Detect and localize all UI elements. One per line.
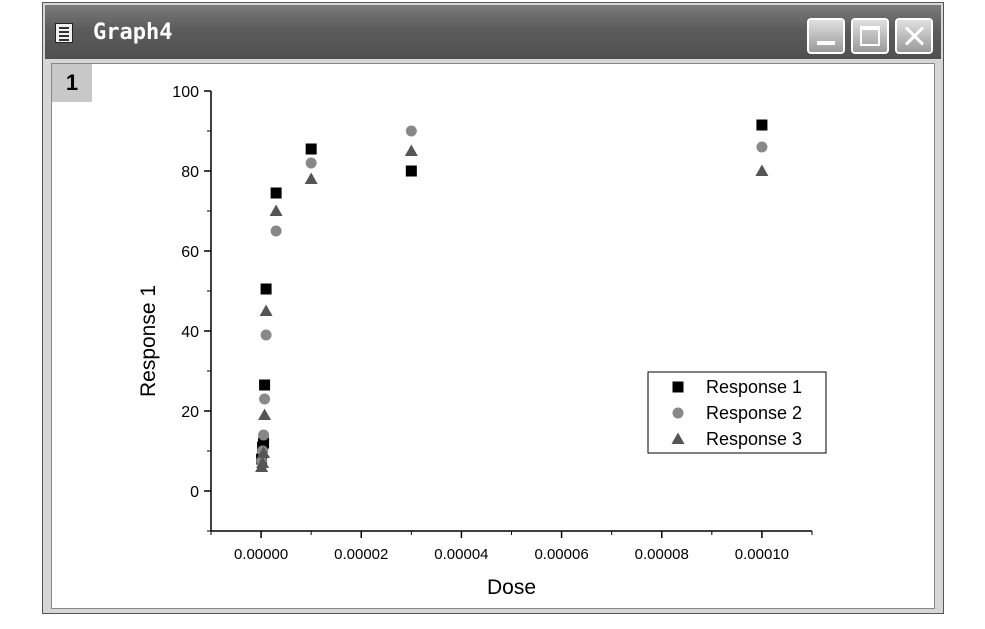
- legend-label: Response 1: [706, 377, 802, 397]
- x-tick-label: 0.00000: [234, 546, 288, 563]
- data-point: [755, 164, 769, 176]
- legend-label: Response 2: [706, 403, 802, 423]
- axes: 0 20 40 60 80 100 0.00000 0.00002 0.00004 0.00006…: [137, 84, 813, 599]
- data-point: [256, 456, 270, 468]
- data-point: [405, 165, 417, 177]
- data-point: [270, 225, 282, 237]
- graph-canvas[interactable]: 1 0 20 40 60 80 100 0.00000 0.00002 0.00004 0.000…: [51, 63, 935, 609]
- x-tick-label: 0.00006: [534, 546, 588, 563]
- data-point: [269, 204, 283, 216]
- legend-marker: [672, 407, 684, 419]
- data-point: [259, 379, 271, 391]
- graph-window: Graph4 1 0 20 40 60 80 100 0.00000 0.00002 0.000…: [42, 2, 944, 614]
- data-point: [260, 283, 272, 295]
- data-point: [258, 437, 270, 449]
- close-icon[interactable]: [895, 18, 933, 54]
- scatter-plot: 0 20 40 60 80 100 0.00000 0.00002 0.00004 0.00006…: [137, 84, 827, 599]
- data-point: [259, 393, 271, 405]
- legend-marker: [671, 432, 685, 444]
- x-tick-label: 0.00008: [635, 546, 689, 563]
- x-tick-label: 0.00004: [434, 546, 488, 563]
- data-point: [404, 144, 418, 156]
- data-point: [258, 408, 272, 420]
- minimize-icon[interactable]: [807, 18, 845, 54]
- y-tick-label: 0: [190, 484, 199, 501]
- layer-indicator[interactable]: 1: [52, 64, 92, 102]
- y-tick-label: 40: [181, 324, 199, 341]
- y-tick-label: 60: [181, 244, 199, 261]
- x-tick-label: 0.00010: [735, 546, 789, 563]
- data-point: [305, 143, 317, 155]
- data-point: [756, 141, 768, 153]
- data-point: [260, 329, 272, 341]
- y-axis-title: Response 1: [137, 285, 160, 397]
- x-tick-label: 0.00002: [334, 546, 388, 563]
- y-tick-label: 80: [181, 164, 199, 181]
- legend-marker: [672, 381, 684, 393]
- legend-label: Response 3: [706, 429, 802, 449]
- data-points: [255, 119, 769, 472]
- x-axis-title: Dose: [487, 576, 536, 599]
- data-point: [304, 172, 318, 184]
- title-bar[interactable]: Graph4: [45, 5, 941, 59]
- series-3: [255, 144, 769, 472]
- data-point: [405, 125, 417, 137]
- y-tick-label: 100: [172, 84, 199, 101]
- data-point: [270, 187, 282, 199]
- window-title: Graph4: [93, 20, 173, 45]
- data-point: [257, 446, 271, 458]
- data-point: [258, 429, 270, 441]
- y-tick-label: 20: [181, 404, 199, 421]
- data-point: [756, 119, 768, 131]
- maximize-icon[interactable]: [851, 18, 889, 54]
- legend[interactable]: Response 1 Response 2 Response 3: [647, 371, 827, 454]
- data-point: [259, 304, 273, 316]
- data-point: [305, 157, 317, 169]
- graph-document-icon[interactable]: [55, 23, 73, 43]
